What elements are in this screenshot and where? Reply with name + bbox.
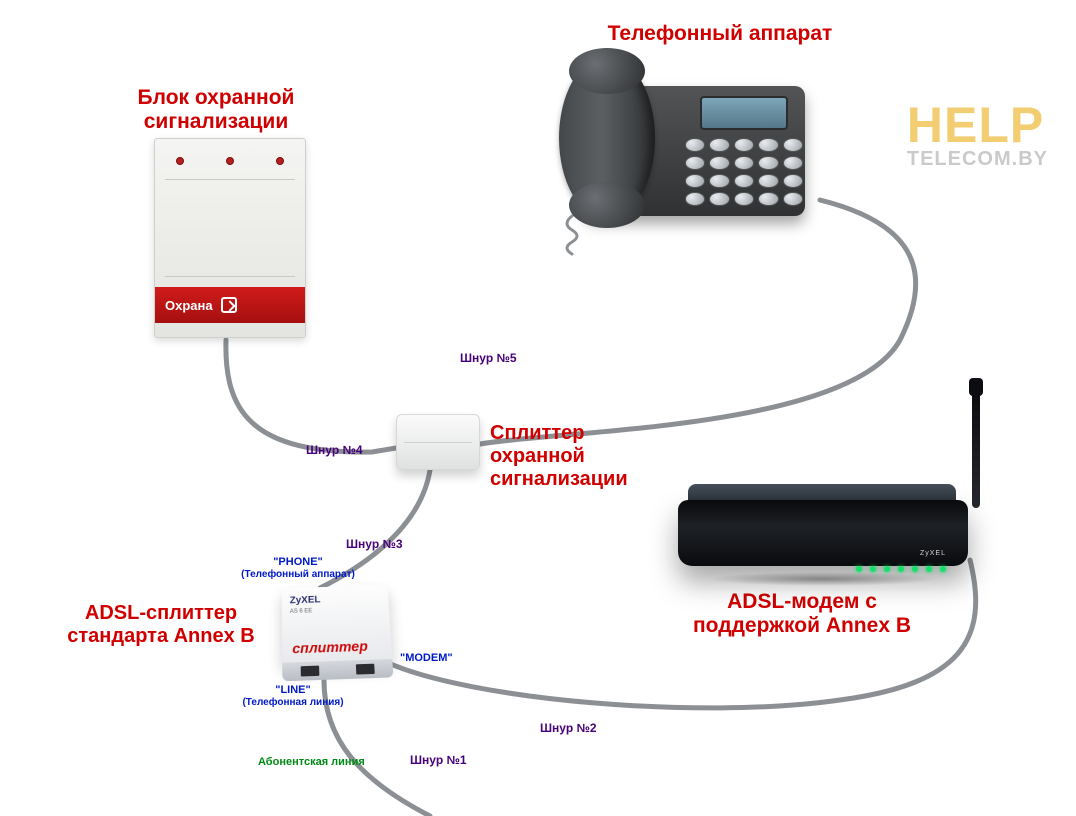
adsl-splitter-tag: сплиттер bbox=[292, 638, 368, 657]
cable-label-5: Шнур №5 bbox=[460, 352, 517, 366]
port-phone-sub: (Телефонный аппарат) bbox=[228, 569, 368, 581]
phone-keypad bbox=[685, 138, 803, 206]
title-secsplit-l3: сигнализации bbox=[490, 468, 628, 490]
port-line-sub: (Телефонная линия) bbox=[228, 697, 358, 709]
wire-phone-secsplit bbox=[480, 200, 916, 444]
title-alarm-l2: сигнализации bbox=[144, 110, 289, 133]
alarm-band-text: Охрана bbox=[165, 298, 213, 313]
title-alarm: Блок охранной сигнализации bbox=[96, 86, 336, 134]
watermark-line1: HELP bbox=[907, 96, 1048, 154]
device-adsl-modem: ZyXEL bbox=[678, 462, 988, 580]
cable-label-1: Шнур №1 bbox=[410, 754, 467, 768]
watermark-line2: TELECOM.BY bbox=[907, 148, 1048, 171]
device-security-splitter bbox=[396, 414, 480, 470]
title-sec-splitter: Сплиттер охранной сигнализации bbox=[490, 422, 690, 491]
title-adslsplit-l2: стандарта Annex B bbox=[67, 625, 255, 647]
alarm-divider-1 bbox=[165, 179, 295, 180]
alarm-leds bbox=[155, 157, 305, 165]
alarm-band: Охрана bbox=[155, 287, 305, 323]
port-line: "LINE" (Телефонная линия) bbox=[228, 684, 358, 708]
title-modem: ADSL-модем с поддержкой Annex B bbox=[652, 590, 952, 638]
modem-logo: ZyXEL bbox=[920, 550, 946, 557]
cable-label-3: Шнур №3 bbox=[346, 538, 403, 552]
port-modem: "MODEM" bbox=[400, 652, 453, 665]
title-modem-l1: ADSL-модем с bbox=[727, 590, 877, 613]
port-phone: "PHONE" (Телефонный аппарат) bbox=[228, 556, 368, 580]
adsl-splitter-model: AS 6 EE bbox=[290, 608, 313, 615]
cable-label-4: Шнур №4 bbox=[306, 444, 363, 458]
adsl-splitter-brand: ZyXEL bbox=[290, 595, 321, 607]
device-telephone bbox=[565, 56, 835, 226]
title-modem-l2: поддержкой Annex B bbox=[693, 614, 911, 637]
subscriber-line-label: Абонентская линия bbox=[258, 756, 365, 769]
port-line-name: "LINE" bbox=[275, 684, 311, 696]
port-phone-name: "PHONE" bbox=[273, 556, 323, 568]
title-alarm-l1: Блок охранной bbox=[138, 86, 295, 109]
modem-shadow bbox=[708, 572, 938, 586]
device-security-alarm: Охрана bbox=[154, 138, 306, 338]
phone-handset bbox=[559, 58, 655, 218]
diagram-stage: HELP TELECOM.BY Телефонный аппарат Блок … bbox=[0, 0, 1076, 816]
title-phone: Телефонный аппарат bbox=[550, 22, 890, 46]
alarm-divider-2 bbox=[165, 276, 295, 277]
modem-body: ZyXEL bbox=[678, 500, 968, 566]
modem-antenna bbox=[972, 388, 980, 508]
title-secsplit-l2: охранной bbox=[490, 445, 585, 467]
title-adslsplit-l1: ADSL-сплиттер bbox=[85, 602, 237, 624]
cable-label-2: Шнур №2 bbox=[540, 722, 597, 736]
speaker-icon bbox=[221, 297, 237, 313]
title-adsl-splitter: ADSL-сплиттер стандарта Annex B bbox=[46, 602, 276, 648]
watermark: HELP TELECOM.BY bbox=[907, 96, 1048, 171]
wire-alarm-secsplit bbox=[226, 340, 396, 452]
phone-screen bbox=[700, 96, 788, 130]
device-adsl-splitter: ZyXEL AS 6 EE сплиттер bbox=[282, 585, 393, 665]
title-secsplit-l1: Сплиттер bbox=[490, 422, 584, 444]
adsl-splitter-ports bbox=[282, 659, 393, 681]
